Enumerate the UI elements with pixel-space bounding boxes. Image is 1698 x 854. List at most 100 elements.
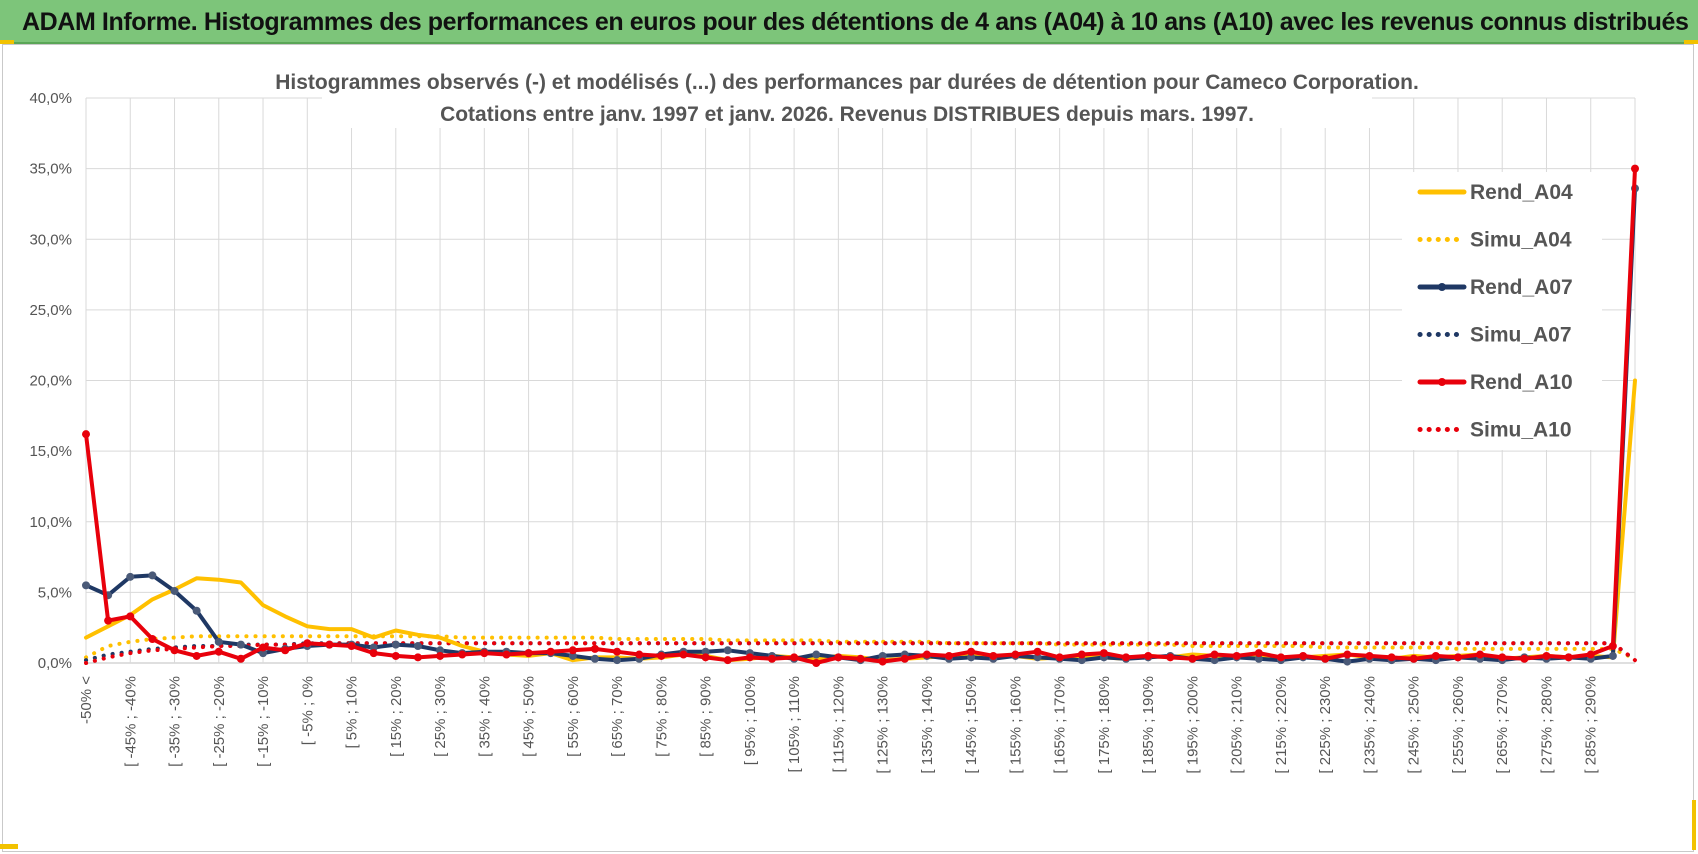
chart-title: Histogrammes observés (-) et modélisés (… [275, 62, 1419, 128]
x-tick-label: [ 75% ; 80% [653, 676, 670, 757]
x-tick-label: [ 45% ; 50% [521, 676, 538, 757]
legend-label: Rend_A04 [1470, 181, 1573, 204]
series-line-simu-a10 [84, 641, 1637, 665]
point-rend-a10 [1520, 654, 1529, 663]
legend: Rend_A04 Simu_A04 Rend_A07 Simu_A07 Rend_A10… [1402, 172, 1602, 450]
point-rend-a07 [590, 654, 599, 663]
point-rend-a10 [148, 634, 157, 643]
x-tick-label: [ 105% ; 110% [786, 676, 803, 772]
point-rend-a10 [524, 649, 533, 658]
legend-label: Rend_A10 [1470, 371, 1573, 394]
x-tick-label: [ 35% ; 40% [476, 676, 493, 757]
point-rend-a10 [1166, 653, 1175, 662]
corner-mark-top-right [1684, 40, 1698, 44]
point-rend-a10 [878, 657, 887, 666]
legend-background [1402, 172, 1602, 450]
point-rend-a07 [214, 637, 223, 646]
point-rend-a10 [1122, 653, 1131, 662]
point-rend-a10 [1321, 654, 1330, 663]
point-rend-a10 [1144, 651, 1153, 660]
point-rend-a10 [701, 653, 710, 662]
y-tick-label: 5,0% [38, 584, 72, 601]
point-rend-a07 [259, 649, 268, 658]
x-tick-label: [ 245% ; 250% [1406, 676, 1423, 774]
x-tick-label: [ 15% ; 20% [388, 676, 405, 757]
point-rend-a10 [214, 647, 223, 656]
point-rend-a07 [1210, 656, 1219, 665]
report-title: ADAM Informe. Histogrammes des performan… [22, 8, 1689, 36]
point-rend-a10 [325, 640, 334, 649]
point-rend-a10 [104, 616, 113, 625]
chart-frame [2, 44, 1694, 852]
point-rend-a10 [126, 612, 135, 621]
legend-marker [1438, 378, 1446, 386]
point-rend-a10 [989, 651, 998, 660]
point-rend-a10 [745, 653, 754, 662]
y-axis: 0,0% 5,0% 10,0% 15,0% 20,0% 25,0% 30,0% 35,0% 40… [29, 90, 72, 672]
point-rend-a10 [347, 642, 356, 651]
y-tick-label: 0,0% [38, 655, 72, 672]
point-rend-a10 [1188, 654, 1197, 663]
point-rend-a10 [1564, 653, 1573, 662]
point-rend-a10 [900, 654, 909, 663]
x-tick-label: [ 195% ; 200% [1184, 676, 1201, 774]
x-tick-label: [ 265% ; 270% [1494, 676, 1511, 774]
point-rend-a10 [192, 651, 201, 660]
point-rend-a10 [1055, 653, 1064, 662]
point-rend-a07 [391, 640, 400, 649]
legend-label: Rend_A07 [1470, 276, 1573, 299]
point-rend-a07 [413, 642, 422, 651]
point-rend-a10 [391, 651, 400, 660]
point-rend-a10 [967, 647, 976, 656]
point-rend-a10 [1608, 642, 1617, 651]
point-rend-a10 [790, 653, 799, 662]
point-rend-a07 [812, 650, 821, 659]
x-tick-label: [ 25% ; 30% [432, 676, 449, 757]
point-rend-a10 [1033, 647, 1042, 656]
point-rend-a07 [1343, 657, 1352, 666]
x-axis: -50% < [ -45% ; -40% [ -35% ; -30% [ -25% ;… [78, 676, 1600, 774]
point-rend-a10 [723, 656, 732, 665]
point-rend-a10 [1498, 653, 1507, 662]
x-tick-label: [ 65% ; 70% [609, 676, 626, 757]
y-tick-label: 20,0% [29, 373, 72, 390]
x-tick-label: [ 275% ; 280% [1538, 676, 1555, 774]
x-tick-label: [ 125% ; 130% [875, 676, 892, 774]
point-rend-a10 [635, 650, 644, 659]
y-tick-label: 15,0% [29, 443, 72, 460]
legend-label: Simu_A07 [1470, 324, 1572, 347]
point-rend-a07 [82, 581, 90, 590]
point-rend-a10 [259, 643, 268, 652]
point-rend-a10 [281, 646, 290, 655]
point-rend-a10 [1343, 650, 1352, 659]
point-rend-a10 [679, 650, 688, 659]
point-rend-a10 [1210, 650, 1219, 659]
point-rend-a07 [1608, 651, 1617, 660]
point-rend-a10 [1431, 651, 1440, 660]
x-tick-label: [ 285% ; 290% [1583, 676, 1600, 774]
x-tick-label: [ 95% ; 100% [742, 676, 759, 765]
point-rend-a07 [236, 640, 245, 649]
point-rend-a10 [170, 646, 179, 655]
y-tick-label: 35,0% [29, 161, 72, 178]
point-rend-a10 [502, 650, 511, 659]
point-rend-a07 [1033, 653, 1042, 662]
y-tick-label: 30,0% [29, 231, 72, 248]
point-rend-a10 [1586, 650, 1595, 659]
x-tick-label: [ 235% ; 240% [1361, 676, 1378, 774]
point-rend-a10 [1409, 654, 1418, 663]
point-rend-a10 [480, 649, 489, 658]
point-rend-a10 [1099, 649, 1108, 658]
point-rend-a07 [126, 572, 135, 581]
point-rend-a10 [856, 654, 865, 663]
x-tick-label: [ -5% ; 0% [299, 676, 316, 745]
point-rend-a10 [1011, 650, 1020, 659]
point-rend-a10 [1365, 651, 1374, 660]
x-tick-label: [ 165% ; 170% [1052, 676, 1069, 774]
x-tick-label: [ -15% ; -10% [255, 676, 272, 767]
x-tick-label: [ -45% ; -40% [122, 676, 139, 767]
report-banner: ADAM Informe. Histogrammes des performan… [0, 0, 1698, 44]
point-rend-a07 [967, 653, 976, 662]
corner-mark-bottom-left [0, 844, 18, 849]
